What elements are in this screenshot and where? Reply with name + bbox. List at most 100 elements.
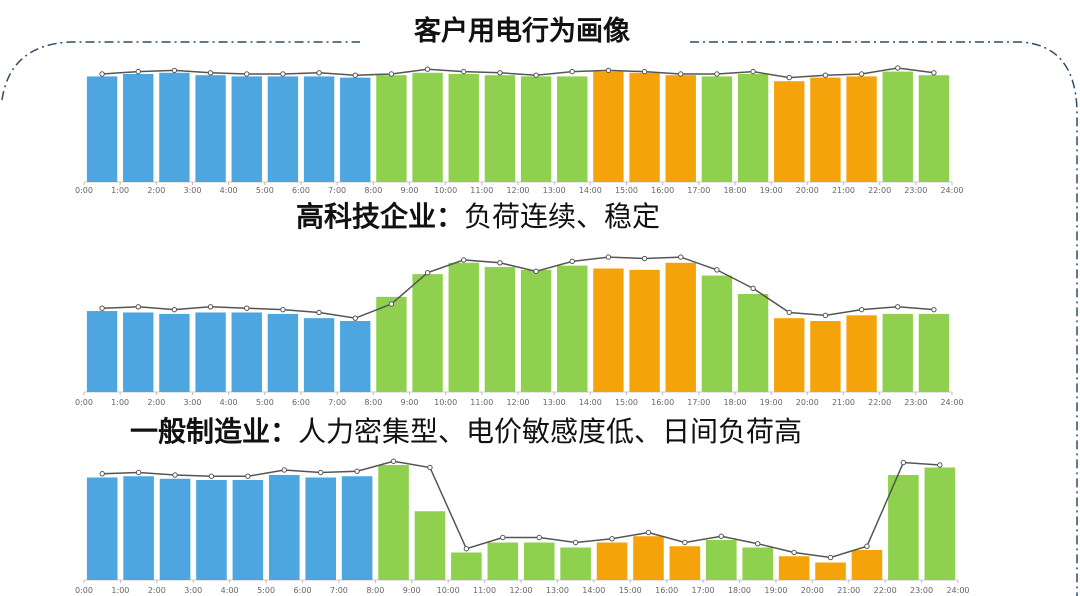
load-point [605, 67, 612, 74]
load-point [244, 71, 250, 77]
load-point [427, 464, 433, 471]
load-point [822, 72, 829, 78]
x-tick-label: 24:00 [940, 398, 963, 407]
x-tick-label: 14:00 [582, 586, 605, 595]
bar [918, 75, 950, 182]
load-point [931, 306, 937, 313]
x-tick-label: 14:00 [579, 186, 602, 195]
slide-title: 客户用电行为画像 [414, 15, 630, 47]
x-tick-label: 11:00 [470, 186, 493, 195]
load-point [536, 534, 542, 541]
bar [846, 76, 877, 182]
x-tick-label: 10:00 [434, 186, 457, 195]
load-point [864, 543, 870, 549]
x-tick-label: 7:00 [328, 398, 346, 407]
load-point [714, 267, 720, 273]
load-point [895, 304, 901, 310]
bar [888, 475, 919, 580]
load-point [931, 70, 937, 76]
x-tick-label: 15:00 [615, 398, 638, 407]
x-tick-label: 5:00 [257, 586, 275, 595]
bar [742, 547, 774, 580]
load-point [424, 66, 431, 72]
chart-caption: 一般制造业：人力密集型、电价敏感度低、日间负荷高 [130, 415, 802, 448]
load-line [102, 460, 940, 559]
bar [520, 269, 552, 392]
load-point [678, 71, 684, 77]
load-point [678, 254, 684, 260]
bar [846, 315, 877, 392]
load-point [827, 554, 834, 561]
bar [86, 76, 118, 182]
load-point [316, 309, 322, 316]
load-point [171, 67, 178, 74]
x-tick-label: 17:00 [687, 186, 710, 195]
load-point [208, 473, 215, 479]
load-point [900, 459, 907, 466]
x-tick-label: 18:00 [728, 586, 751, 595]
x-tick-label: 20:00 [796, 398, 819, 407]
x-tick-label: 9:00 [401, 186, 419, 195]
load-line [102, 67, 935, 79]
x-tick-label: 9:00 [401, 398, 419, 407]
bar [159, 478, 191, 580]
x-tick-label: 0:00 [75, 398, 93, 407]
bar [778, 556, 810, 580]
load-point [388, 71, 395, 77]
bar [669, 546, 701, 580]
load-point [207, 70, 214, 76]
load-point [352, 315, 358, 321]
x-tick-label: 3:00 [184, 586, 202, 595]
load-point [171, 306, 178, 313]
x-tick-label: 0:00 [75, 586, 93, 595]
bar [86, 477, 118, 580]
bar [523, 542, 555, 580]
bar [774, 318, 805, 392]
x-tick-label: 15:00 [615, 186, 638, 195]
x-tick-label: 21:00 [832, 186, 855, 195]
load-point [645, 529, 652, 536]
x-tick-label: 6:00 [294, 586, 312, 595]
load-point [99, 471, 105, 477]
bar [195, 75, 226, 182]
load-point [858, 71, 865, 77]
load-point [424, 270, 431, 276]
bar [701, 275, 733, 392]
bar [815, 562, 846, 580]
bar [305, 477, 337, 580]
x-tick-label: 23:00 [904, 186, 927, 195]
x-tick-label: 4:00 [220, 186, 238, 195]
bar [918, 313, 950, 392]
x-tick-label: 12:00 [506, 186, 529, 195]
x-tick-label: 18:00 [723, 398, 746, 407]
load-point [569, 258, 575, 265]
load-point [605, 254, 612, 260]
x-tick-label: 16:00 [651, 398, 674, 407]
bar [557, 265, 588, 392]
bar [560, 547, 591, 580]
bar [737, 294, 769, 392]
load-point [461, 257, 467, 263]
x-tick-label: 7:00 [330, 586, 348, 595]
x-tick-label: 22:00 [868, 186, 891, 195]
bar [882, 313, 913, 392]
x-tick-label: 6:00 [292, 398, 310, 407]
bar [378, 465, 409, 580]
x-tick-label: 12:00 [509, 586, 532, 595]
bar [159, 72, 190, 182]
x-tick-label: 14:00 [579, 398, 602, 407]
load-point [755, 541, 761, 547]
x-tick-label: 16:00 [651, 186, 674, 195]
bar [232, 480, 264, 580]
bar [376, 75, 407, 182]
load-point [750, 285, 756, 292]
bar [596, 542, 628, 580]
load-point [281, 467, 287, 473]
bar [412, 72, 443, 182]
load-point [99, 71, 105, 77]
load-point [500, 534, 506, 541]
x-tick-label: 12:00 [506, 398, 529, 407]
x-tick-label: 19:00 [764, 586, 787, 595]
bar [810, 77, 841, 182]
bar [924, 467, 956, 580]
